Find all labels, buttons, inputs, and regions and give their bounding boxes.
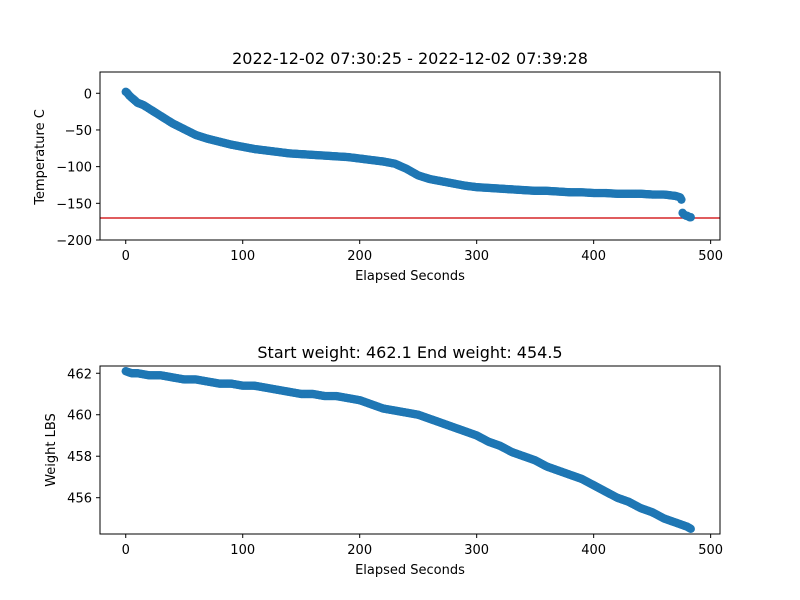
temperature-x-tick-label: 0 bbox=[122, 249, 130, 264]
weight-y-tick-label: 458 bbox=[67, 450, 92, 465]
temperature-y-tick-label: −100 bbox=[56, 161, 92, 176]
weight-x-tick-label: 0 bbox=[122, 543, 130, 558]
weight-plot-frame bbox=[99, 365, 721, 535]
temperature-x-axis-label: Elapsed Seconds bbox=[355, 269, 465, 284]
temperature-y-axis-label: Temperature C bbox=[33, 109, 48, 206]
temperature-y-tick-label: −50 bbox=[65, 124, 92, 139]
temperature-x-tick-label: 200 bbox=[347, 249, 372, 264]
temperature-y-tick-label: 0 bbox=[84, 87, 92, 102]
weight-chart: Start weight: 462.1 End weight: 454.5 El… bbox=[44, 343, 723, 578]
weight-x-tick-label: 300 bbox=[464, 543, 489, 558]
temperature-x-tick-label: 500 bbox=[698, 249, 723, 264]
weight-y-tick-label: 456 bbox=[67, 492, 92, 507]
temperature-chart-title: 2022-12-02 07:30:25 - 2022-12-02 07:39:2… bbox=[232, 49, 588, 68]
temperature-x-tick-label: 400 bbox=[581, 249, 606, 264]
temperature-plot-frame bbox=[99, 71, 721, 241]
temperature-data-point bbox=[677, 195, 686, 204]
weight-x-tick-label: 400 bbox=[581, 543, 606, 558]
temperature-y-tick-label: −150 bbox=[56, 197, 92, 212]
weight-data-point bbox=[686, 524, 695, 534]
temperature-x-tick-label: 100 bbox=[230, 249, 255, 264]
temperature-y-tick-label: −200 bbox=[56, 234, 92, 249]
weight-y-tick-label: 462 bbox=[67, 367, 92, 382]
temperature-chart: 2022-12-02 07:30:25 - 2022-12-02 07:39:2… bbox=[33, 49, 723, 284]
temperature-x-tick-label: 300 bbox=[464, 249, 489, 264]
temperature-data-point bbox=[686, 213, 695, 222]
weight-x-axis-label: Elapsed Seconds bbox=[355, 563, 465, 578]
weight-y-axis-label: Weight LBS bbox=[44, 413, 59, 487]
weight-y-tick-label: 460 bbox=[67, 409, 92, 424]
weight-x-tick-label: 500 bbox=[698, 543, 723, 558]
weight-chart-title: Start weight: 462.1 End weight: 454.5 bbox=[257, 343, 562, 362]
weight-x-tick-label: 100 bbox=[230, 543, 255, 558]
weight-x-tick-label: 200 bbox=[347, 543, 372, 558]
